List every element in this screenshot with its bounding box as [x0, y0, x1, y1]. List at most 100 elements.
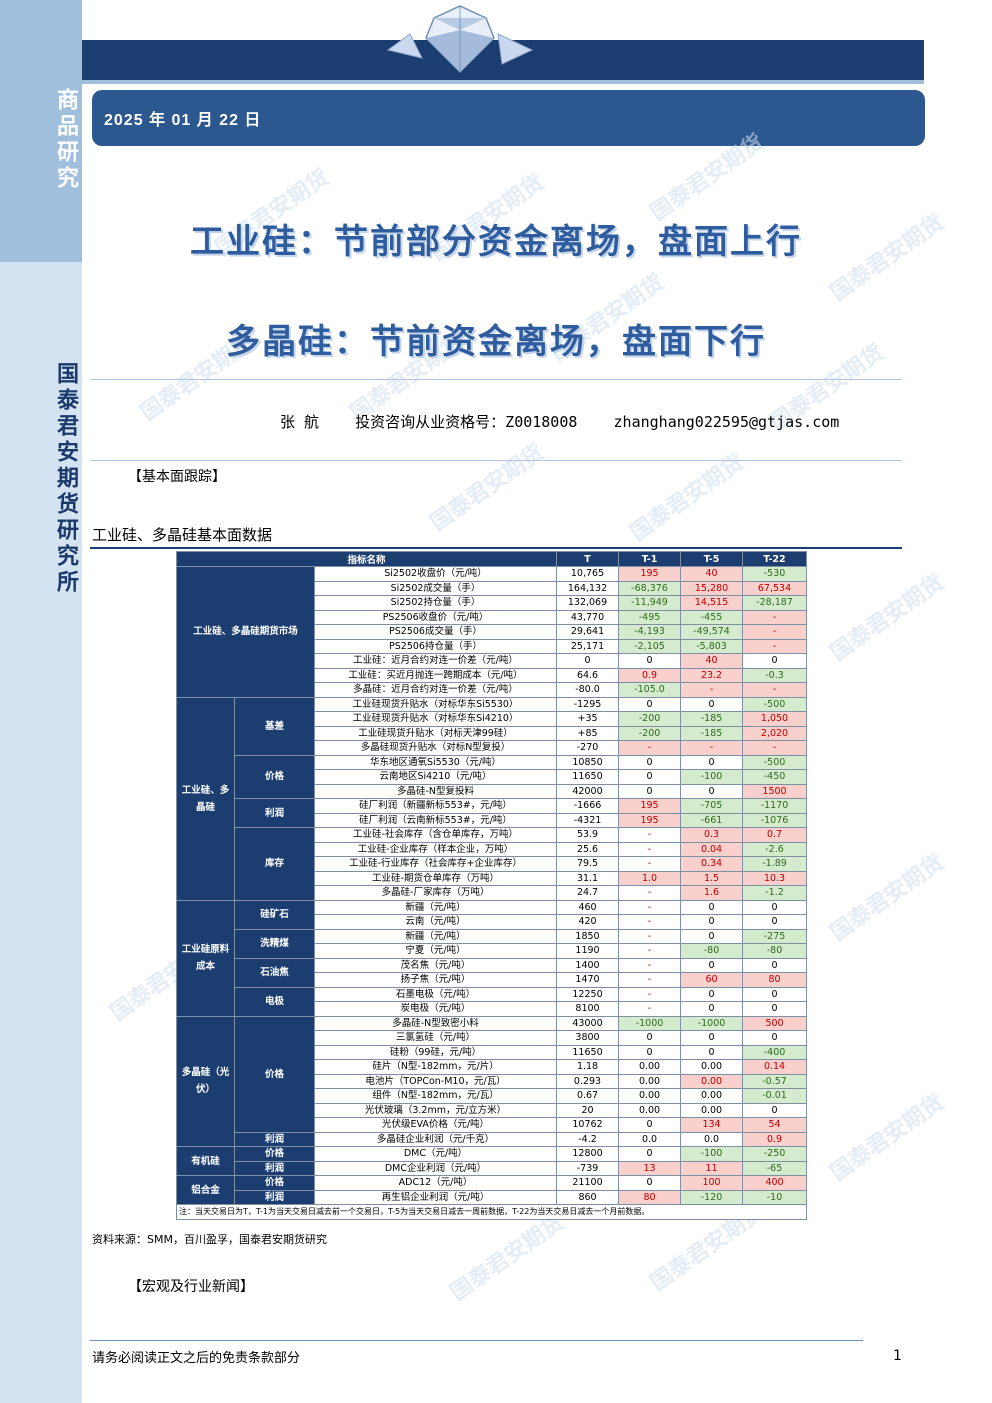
title-rule — [90, 379, 902, 380]
sidebar-top-panel — [0, 0, 82, 262]
indicator-value: 0.00 — [680, 1073, 744, 1089]
indicator-value: -120 — [680, 1189, 744, 1205]
indicator-value: 29,641 — [556, 624, 620, 640]
indicator-value: 0.7 — [742, 827, 808, 843]
indicator-value: 24.7 — [556, 885, 620, 901]
indicator-value: 0.9 — [742, 1131, 808, 1147]
caption-rule — [90, 547, 902, 549]
indicator-name: 工业硅现货升贴水（对标天津99硅） — [313, 725, 558, 741]
indicator-name: 多晶硅-N型致密小料 — [313, 1015, 558, 1031]
indicator-value: +85 — [556, 725, 620, 741]
subgroup-label: 价格 — [234, 1146, 315, 1162]
table-row: 宁夏（元/吨） 1190- -80 -80 — [177, 943, 808, 959]
indicator-value: +35 — [556, 711, 620, 727]
indicator-value: 0 — [742, 899, 808, 915]
indicator-name: 硅片（N型-182mm，元/片） — [313, 1059, 558, 1075]
indicator-value: 31.1 — [556, 870, 620, 886]
indicator-value: 400 — [742, 1175, 808, 1191]
indicator-value: 1190 — [556, 943, 620, 959]
author-email[interactable]: zhanghang022595@gtjas.com — [613, 413, 840, 431]
indicator-name: 电池片（TOPCon-M10，元/瓦） — [313, 1073, 558, 1089]
indicator-value: 0 — [680, 914, 744, 930]
indicator-value: 42000 — [556, 783, 620, 799]
indicator-name: 硅厂利润（新疆新标553#，元/吨） — [313, 798, 558, 814]
header-t: T — [556, 551, 620, 567]
indicator-name: 多晶硅：近月合约对连一价差（元/吨） — [313, 682, 558, 698]
indicator-value: 0 — [618, 769, 682, 785]
indicator-value: 0 — [618, 754, 682, 770]
indicator-value: -185 — [680, 725, 744, 741]
indicator-value: - — [618, 1001, 682, 1017]
table-row: 电池片（TOPCon-M10，元/瓦） 0.293 0.00 0.00 -0.57 — [177, 1073, 808, 1089]
indicator-value: -80 — [680, 943, 744, 959]
indicator-value: - — [742, 609, 808, 625]
table-row: 利润 再生铝企业利润（元/吨） 860 80 -120 -10 — [177, 1189, 808, 1205]
indicator-value: 43000 — [556, 1015, 620, 1031]
indicator-value: 0 — [618, 1175, 682, 1191]
indicator-value: 0.00 — [680, 1102, 744, 1118]
indicator-value: 0.67 — [556, 1088, 620, 1104]
group-label: 工业硅原料成本 — [176, 899, 235, 1017]
indicator-value: 0.293 — [556, 1073, 620, 1089]
data-source: 资料来源：SMM，百川盈孚，国泰君安期货研究 — [92, 1233, 327, 1246]
indicator-value: 0 — [680, 783, 744, 799]
indicator-value: 0.00 — [618, 1088, 682, 1104]
indicator-name: DMC（元/吨） — [313, 1146, 558, 1162]
indicator-value: 21100 — [556, 1175, 620, 1191]
indicator-value: 134 — [680, 1117, 744, 1133]
indicator-name: 宁夏（元/吨） — [313, 943, 558, 959]
indicator-value: 0.00 — [618, 1059, 682, 1075]
indicator-value: -11,949 — [618, 595, 682, 611]
indicator-name: 多晶硅现货升贴水（对标N型复投） — [313, 740, 558, 756]
indicator-value: 1,050 — [742, 711, 808, 727]
indicator-value: 0 — [680, 928, 744, 944]
indicator-value: - — [618, 827, 682, 843]
table-row: 洗精煤 新疆（元/吨） 1850-0 -275 — [177, 928, 808, 959]
indicator-value: 12800 — [556, 1146, 620, 1162]
indicator-value: - — [742, 682, 808, 698]
report-date: 2025 年 01 月 22 日 — [104, 112, 262, 129]
indicator-name: 多晶硅企业利润（元/千克） — [313, 1131, 558, 1147]
indicator-name: 再生铝企业利润（元/吨） — [313, 1189, 558, 1205]
indicator-value: 0.0 — [618, 1131, 682, 1147]
indicator-value: - — [742, 638, 808, 654]
page-number: 1 — [893, 1348, 902, 1364]
indicator-value: -0.3 — [742, 667, 808, 683]
indicator-value: 0 — [742, 914, 808, 930]
indicator-value: -1170 — [742, 798, 808, 814]
indicator-name: 华东地区通氧Si5530（元/吨） — [313, 754, 558, 770]
indicator-value: 67,534 — [742, 580, 808, 596]
watermark: 国泰君安期货 — [446, 1209, 569, 1307]
report-title-polysilicon: 多晶硅：节前资金离场，盘面下行 — [226, 322, 766, 362]
indicator-value: 80 — [742, 972, 808, 988]
indicator-name: 石墨电极（元/吨） — [313, 986, 558, 1002]
indicator-name: 工业硅：近月合约对连一价差（元/吨） — [313, 653, 558, 669]
indicator-value: 40 — [680, 653, 744, 669]
date-banner — [92, 90, 925, 146]
indicator-value: -105.0 — [618, 682, 682, 698]
indicator-value: - — [618, 856, 682, 872]
group-label: 工业硅、多晶硅 — [176, 696, 235, 901]
indicator-name: Si2502成交量（手） — [313, 580, 558, 596]
indicator-value: 1850 — [556, 928, 620, 944]
indicator-value: 14,515 — [680, 595, 744, 611]
indicator-value: 10762 — [556, 1117, 620, 1133]
table-row: 铝合金 价格 ADC12（元/吨） 21100 0 100 400 — [176, 1175, 808, 1205]
indicator-value: 0.34 — [680, 856, 744, 872]
indicator-value: -1000 — [680, 1015, 744, 1031]
indicator-value: 420 — [556, 914, 620, 930]
indicator-value: -200 — [618, 711, 682, 727]
indicator-value: 60 — [680, 972, 744, 988]
indicator-name: 光伏级EVA价格（元/吨） — [313, 1117, 558, 1133]
indicator-value: -68,376 — [618, 580, 682, 596]
indicator-name: 新疆（元/吨） — [313, 928, 558, 944]
indicator-value: 0 — [680, 754, 744, 770]
author-line: 张 航 投资咨询从业资格号：Z0018008 zhanghang022595@g… — [280, 411, 839, 432]
indicator-value: -530 — [742, 566, 808, 582]
indicator-value: -500 — [742, 696, 808, 712]
indicator-value: 0 — [680, 696, 744, 712]
indicator-name: 硅厂利润（云南新标553#，元/吨） — [313, 812, 558, 828]
section-news: 【宏观及行业新闻】 — [128, 1279, 254, 1295]
indicator-value: 195 — [618, 566, 682, 582]
subgroup-label: 价格 — [234, 754, 315, 799]
